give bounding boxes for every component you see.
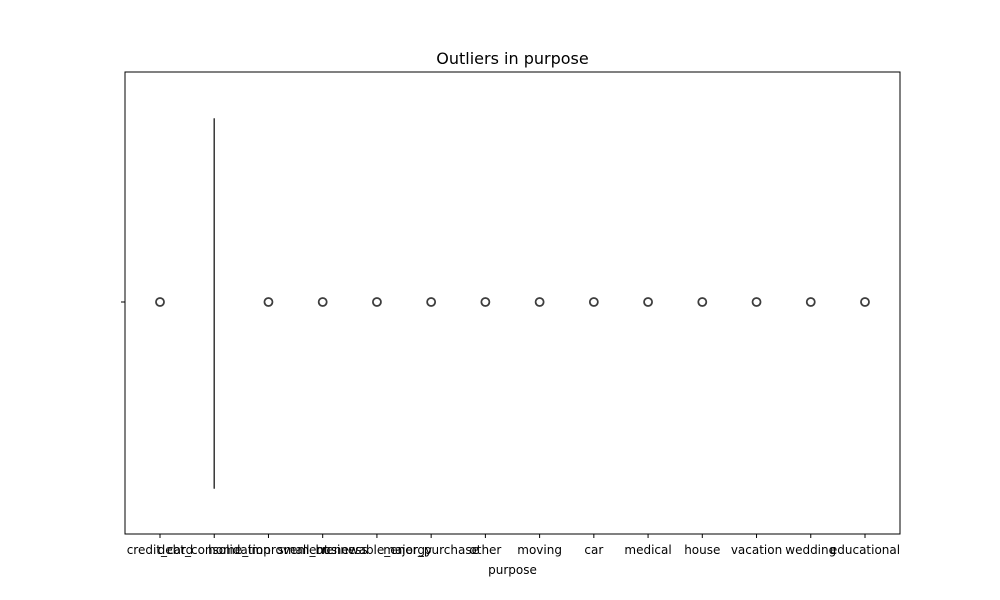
outlier-point — [372, 297, 382, 307]
x-tick-label: credit_card — [127, 543, 194, 557]
outlier-point — [426, 297, 437, 307]
x-tick-label: educational — [830, 543, 900, 557]
x-axis-label: purpose — [488, 563, 537, 577]
outlier-point — [751, 297, 762, 307]
chart-title: Outliers in purpose — [436, 49, 588, 68]
x-tick-label: renewable_energy — [322, 543, 432, 557]
outlier-point — [534, 297, 545, 307]
outlier-point — [860, 297, 870, 307]
x-axis-ticks: credit_carddebt_consolidationhome_improv… — [127, 534, 900, 557]
outlier-point — [697, 297, 708, 307]
outlier-point — [155, 297, 165, 307]
outlier-point — [805, 297, 816, 307]
x-tick-label: major_purchase — [383, 543, 479, 557]
x-tick-label: medical — [624, 543, 671, 557]
x-tick-label: small_business — [278, 543, 368, 557]
x-tick-label: moving — [517, 543, 562, 557]
outlier-point — [643, 297, 653, 307]
outlier-point — [317, 297, 328, 307]
x-tick-label: house — [684, 543, 720, 557]
outlier-point — [480, 297, 491, 307]
outlier-point — [588, 297, 599, 307]
x-tick-label: debt_consolidation — [158, 543, 271, 557]
plot-area-frame — [124, 71, 901, 535]
x-tick-label: wedding — [785, 543, 836, 557]
outlier-point — [263, 297, 274, 307]
x-tick-label: vacation — [731, 543, 782, 557]
x-tick-label: other — [469, 543, 501, 557]
x-tick-label: home_improvement — [208, 543, 329, 557]
outlier-points — [155, 297, 870, 307]
x-tick-label: car — [584, 543, 603, 557]
